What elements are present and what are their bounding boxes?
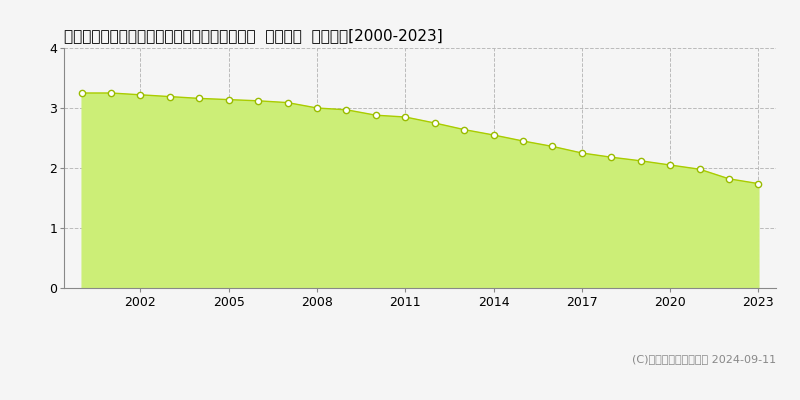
- Text: (C)土地価格ドットコム 2024-09-11: (C)土地価格ドットコム 2024-09-11: [632, 354, 776, 364]
- Text: 鹿児島県熊毛郡南種子町茎永字白木峯８０番３  地価公示  地価推移[2000-2023]: 鹿児島県熊毛郡南種子町茎永字白木峯８０番３ 地価公示 地価推移[2000-202…: [64, 28, 442, 43]
